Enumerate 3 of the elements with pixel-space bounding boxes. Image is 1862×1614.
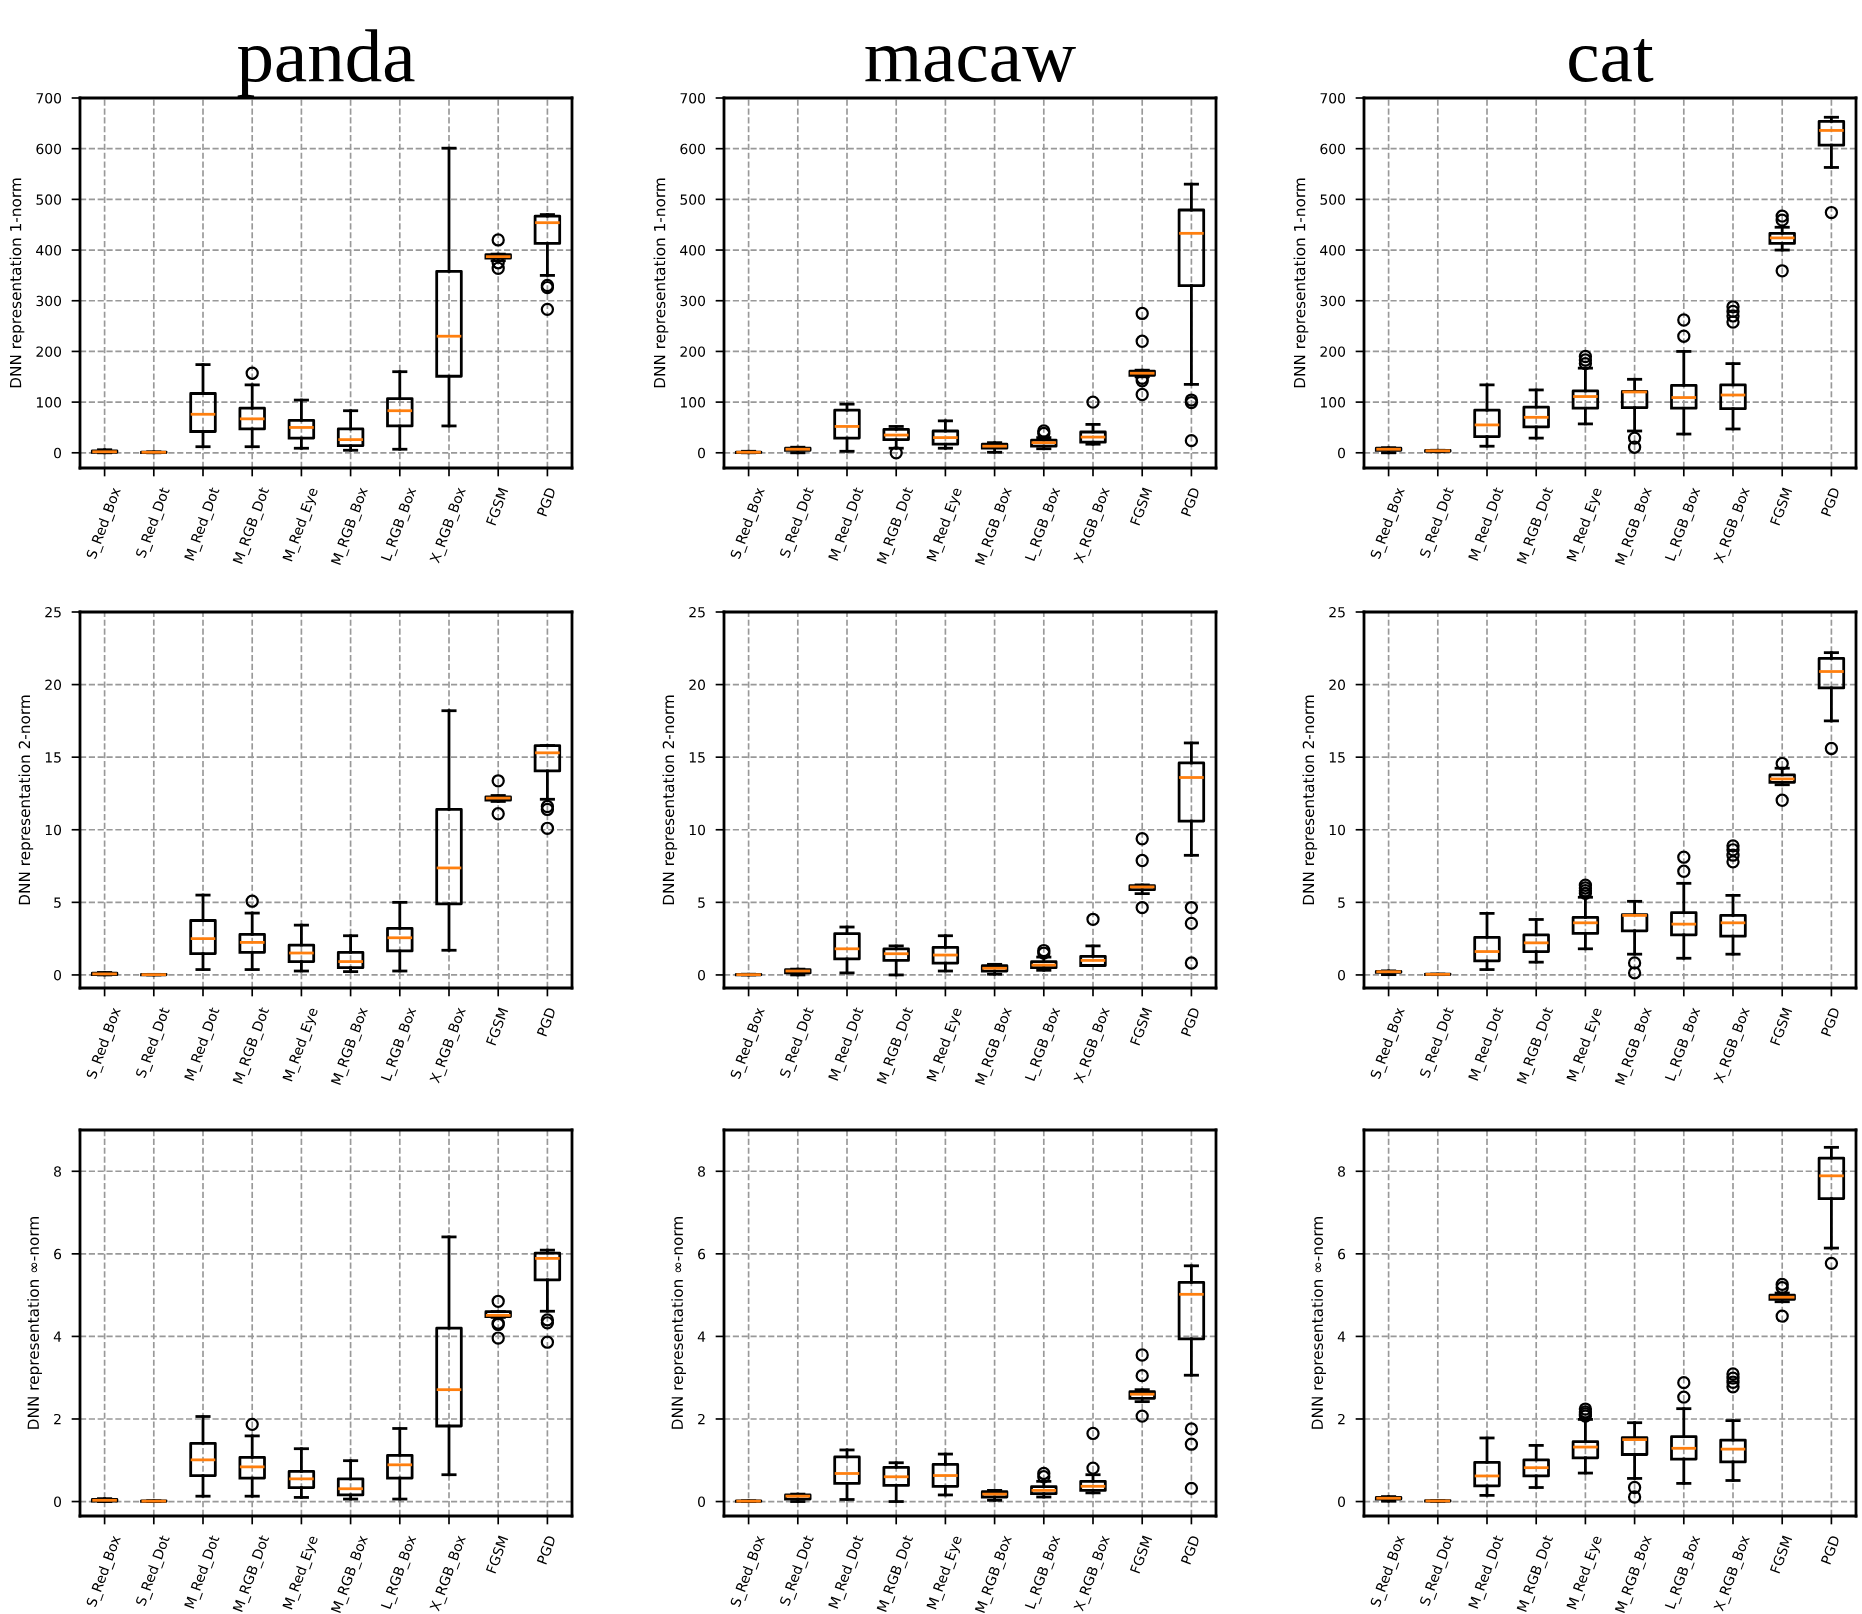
chart-title: macaw: [865, 45, 1076, 83]
chart-title: cat: [1569, 39, 1654, 83]
chart-title: panda: [237, 29, 415, 98]
